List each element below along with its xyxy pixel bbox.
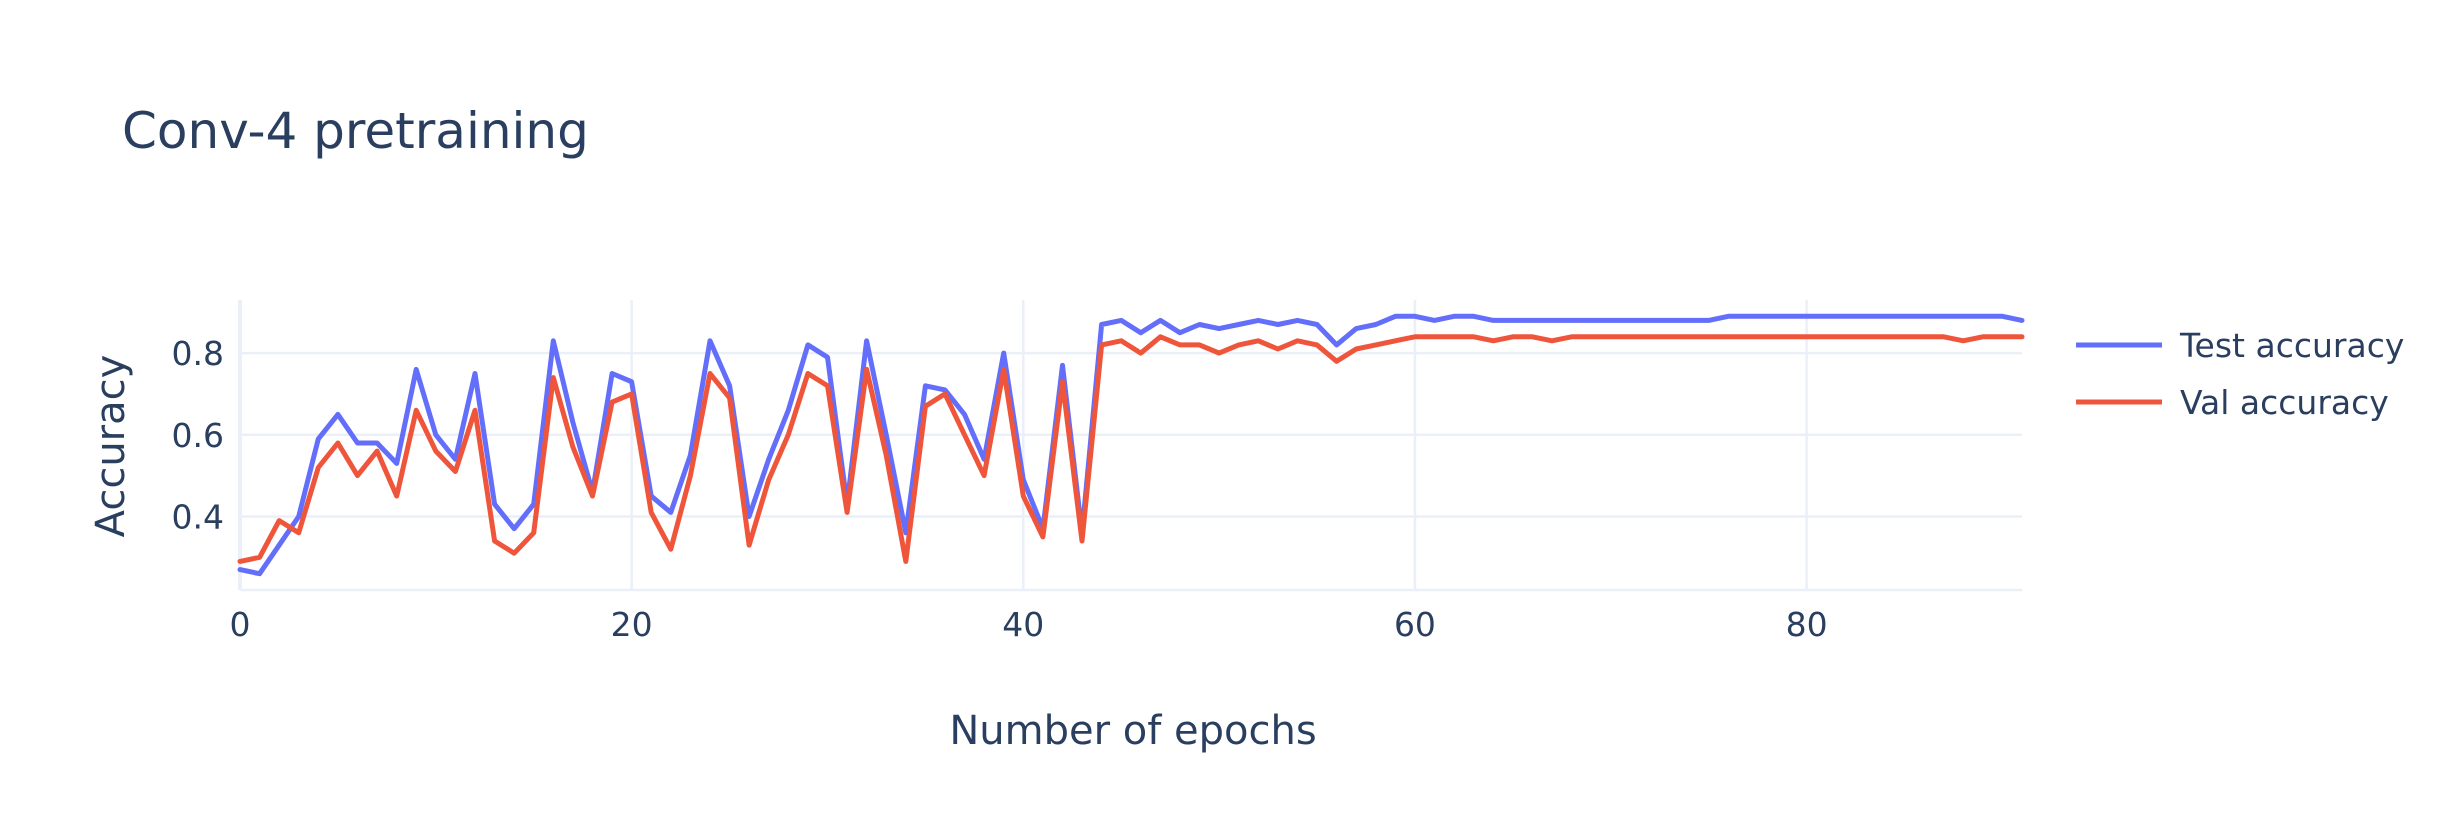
chart-title: Conv-4 pretraining (122, 102, 589, 160)
series-line-test-accuracy (237, 313, 2025, 577)
legend-label-test-accuracy: Test accuracy (2179, 326, 2404, 365)
y-tick-label: 0.6 (172, 416, 224, 455)
x-tick-label: 40 (1002, 605, 1044, 644)
x-tick-label: 80 (1786, 605, 1828, 644)
y-axis-ticks: 0.4 0.6 0.8 (172, 334, 224, 536)
series-lines (237, 313, 2025, 577)
legend: Test accuracy Val accuracy (2076, 326, 2404, 422)
y-tick-label: 0.8 (172, 334, 224, 373)
x-tick-label: 20 (611, 605, 653, 644)
series-line-val-accuracy (237, 334, 2025, 564)
x-axis-ticks: 0 20 40 60 80 (230, 605, 1828, 644)
y-axis-title: Accuracy (88, 355, 134, 538)
x-axis-title: Number of epochs (949, 708, 1316, 754)
legend-label-val-accuracy: Val accuracy (2180, 383, 2389, 422)
y-tick-label: 0.4 (172, 497, 224, 536)
x-tick-label: 60 (1394, 605, 1436, 644)
x-tick-label: 0 (230, 605, 251, 644)
